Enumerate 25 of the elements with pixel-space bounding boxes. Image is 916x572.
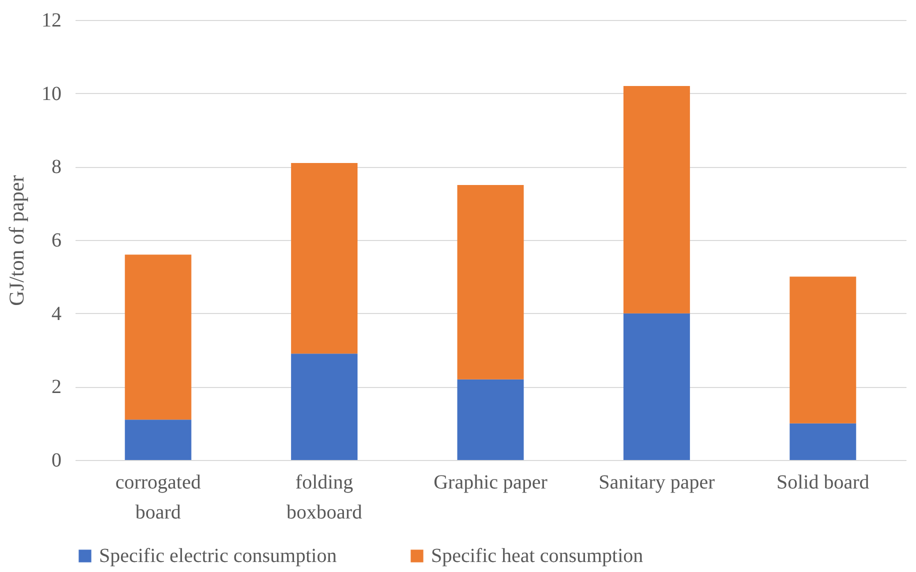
- bar: [291, 163, 358, 354]
- bar: [124, 254, 192, 420]
- bar: [790, 423, 856, 460]
- legend-label: Specific electric consumption: [99, 545, 337, 567]
- bar: [790, 276, 856, 424]
- bar: [457, 185, 524, 380]
- y-tick-label: 0: [52, 450, 62, 472]
- x-tick-label: Graphic paper: [434, 472, 548, 494]
- x-tick-label: folding boxboard: [286, 472, 362, 524]
- x-tick-label: corrogated board: [115, 472, 201, 524]
- bar: [623, 313, 690, 460]
- bar: [124, 420, 192, 460]
- y-axis-title: GJ/ton of paper: [4, 175, 28, 306]
- y-tick-label: 4: [52, 302, 62, 325]
- legend-label: Specific heat consumption: [431, 545, 644, 567]
- bar: [457, 379, 524, 460]
- x-tick-label: Sanitary paper: [598, 472, 716, 494]
- x-tick-label: Solid board: [776, 472, 870, 494]
- y-tick-label: 10: [42, 82, 62, 105]
- bar: [623, 86, 690, 314]
- bar: [291, 354, 358, 460]
- y-tick-label: 8: [52, 156, 62, 178]
- y-tick-label: 12: [42, 10, 62, 32]
- y-tick-label: 2: [52, 376, 62, 398]
- y-tick-label: 6: [52, 230, 62, 252]
